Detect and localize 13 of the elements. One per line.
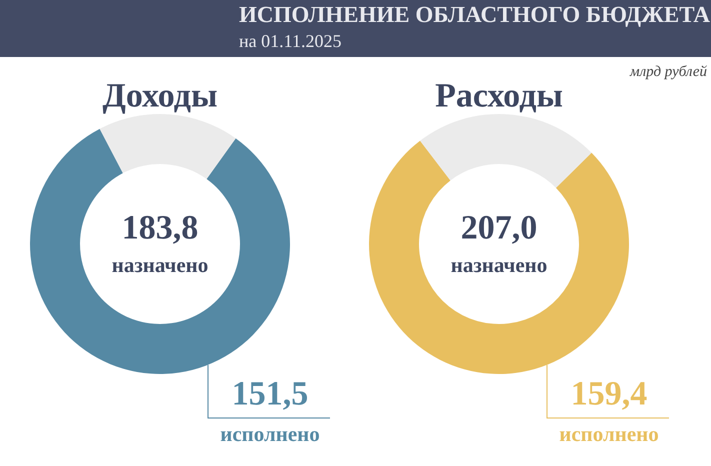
text: 207,0 xyxy=(460,210,538,246)
chart-title: Доходы xyxy=(102,78,218,114)
slice-label: исполнено xyxy=(559,422,659,446)
text: млрд рублей xyxy=(630,64,707,81)
text: 183,8 xyxy=(122,210,198,246)
text: на 01.11.2025 xyxy=(239,30,342,52)
text: ИСПОЛНЕНИЕ ОБЛАСТНОГО БЮДЖЕТА xyxy=(239,1,710,29)
data-label: 151,5 xyxy=(232,376,308,412)
chart-title: Расходы xyxy=(435,78,563,114)
text: назначено xyxy=(112,253,208,277)
text: назначено xyxy=(450,253,548,277)
data-label: 159,4 xyxy=(570,376,648,412)
slice-label: исполнено xyxy=(220,422,320,446)
